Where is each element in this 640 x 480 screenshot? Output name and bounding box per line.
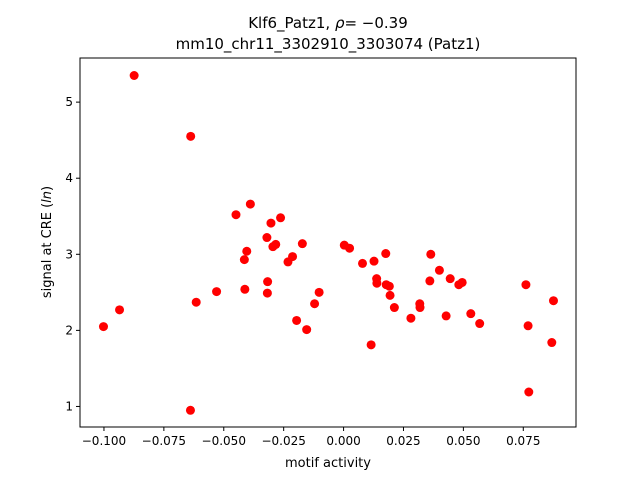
data-point (426, 249, 436, 259)
data-point (547, 338, 557, 348)
data-point (524, 387, 534, 397)
data-point (271, 239, 281, 249)
data-point (191, 297, 201, 307)
data-point (245, 199, 255, 209)
x-axis-label: motif activity (285, 456, 371, 471)
x-tick-label: 0.050 (446, 434, 480, 448)
x-tick-label: −0.100 (82, 434, 126, 448)
data-point (389, 303, 399, 313)
x-tick-label: 0.025 (386, 434, 420, 448)
x-tick-label: 0.075 (506, 434, 540, 448)
data-point (366, 340, 376, 350)
x-tick-label: −0.075 (142, 434, 186, 448)
data-point (425, 276, 435, 286)
y-tick-label: 1 (65, 399, 73, 413)
data-point (185, 405, 195, 415)
y-tick-label: 4 (65, 171, 73, 185)
plot-frame (79, 57, 577, 428)
rho-symbol: ρ (335, 14, 345, 32)
y-tick-label: 2 (65, 323, 73, 337)
data-point (358, 258, 367, 268)
data-point (262, 288, 272, 298)
data-point (475, 319, 485, 329)
data-point (310, 299, 320, 309)
data-point (457, 277, 467, 287)
data-point (384, 281, 394, 291)
data-point (242, 246, 252, 256)
y-axis-label: signal at CRE (ln) (40, 186, 55, 298)
data-point (523, 321, 533, 331)
data-point (263, 277, 273, 287)
data-point (129, 71, 139, 80)
data-point (441, 311, 451, 321)
data-point (406, 313, 416, 323)
chart-subtitle: mm10_chr11_3302910_3303074 (Patz1) (176, 35, 481, 54)
data-point (345, 243, 355, 253)
data-point (548, 296, 558, 306)
data-point (276, 213, 286, 223)
data-point (186, 131, 196, 141)
data-points (98, 71, 558, 415)
data-point (314, 287, 324, 297)
data-point (262, 233, 272, 243)
data-point (266, 218, 276, 228)
data-point (466, 309, 476, 319)
data-point (369, 256, 379, 266)
data-point (297, 239, 307, 249)
data-point (521, 280, 531, 290)
data-point (381, 249, 391, 259)
data-point (115, 305, 125, 315)
x-axis-ticks: −0.100 −0.075 −0.050 −0.025 0.000 0.025 0.050 0… (82, 427, 540, 448)
data-point (239, 255, 249, 265)
data-point (415, 303, 425, 313)
data-point (434, 265, 444, 275)
x-tick-label: −0.050 (202, 434, 246, 448)
data-point (231, 210, 241, 220)
x-tick-label: 0.000 (326, 434, 360, 448)
chart-title: Klf6_Patz1, ρ= −0.39 (248, 14, 408, 33)
data-point (292, 315, 302, 325)
data-point (98, 322, 108, 332)
y-axis-ticks: 1 2 3 4 5 (65, 95, 80, 413)
data-point (445, 274, 455, 284)
data-point (288, 252, 298, 262)
data-point (302, 325, 312, 335)
data-point (385, 290, 395, 300)
data-point (372, 278, 382, 288)
y-tick-label: 5 (65, 95, 73, 109)
x-tick-label: −0.025 (261, 434, 305, 448)
data-point (240, 284, 250, 294)
y-tick-label: 3 (65, 247, 73, 261)
data-point (212, 287, 222, 297)
